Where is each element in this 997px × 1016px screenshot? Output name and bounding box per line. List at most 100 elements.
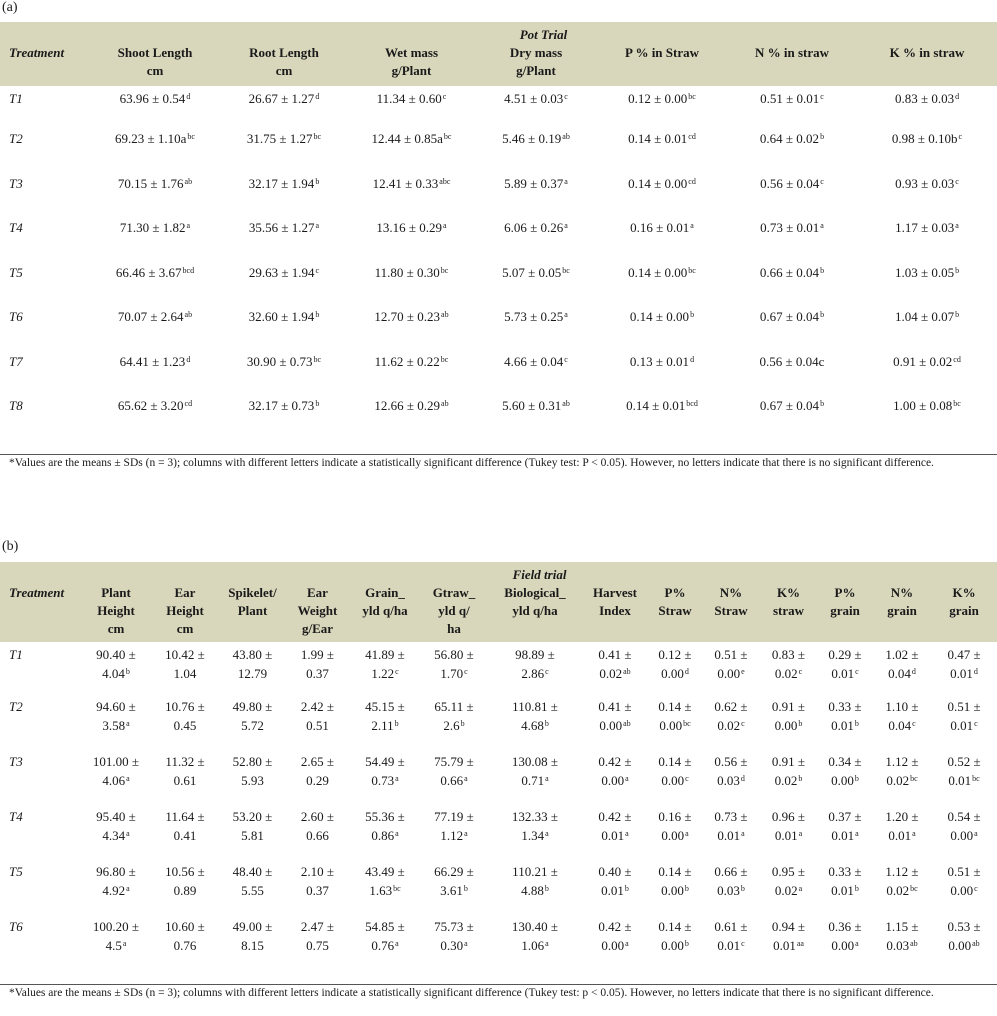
significance-letter: d [955,92,960,101]
value-cell: 0.12 ±0.00d [658,647,692,681]
significance-letter: c [955,176,959,186]
column-header: P % in Straw [597,44,727,86]
significance-letter: b [690,310,695,319]
table-row: T2 69.23 ± 1.10abc 31.75 ± 1.27bc 12.44 ± 0… [0,130,997,175]
significance-letter: d [690,354,695,364]
value-cell: 0.14 ± 0.00b [629,309,695,324]
value-cell: 0.13 ± 0.01d [629,353,695,369]
value-cell: 0.41 ±0.02ab [598,647,632,681]
significance-letter: d [911,667,916,676]
significance-letter: b [854,719,859,728]
value-cell: 4.51 ± 0.03c [504,91,568,106]
significance-letter: a [741,829,745,838]
significance-letter: e [741,667,745,676]
column-header: Wet mass g/Plant [348,44,475,86]
treatment-cell: T8 [9,398,23,413]
value-cell: 2.65 ±0.29 [300,754,335,788]
significance-letter: b [684,884,689,893]
value-cell: 1.17 ± 0.03a [895,220,959,235]
value-cell: 11.34 ± 0.60c [376,91,447,106]
value-cell: 0.12 ± 0.00bc [628,91,696,106]
value-cell: 10.42 ±1.04 [165,647,205,681]
significance-letter: a [126,774,130,783]
value-cell: 32.60 ± 1.94b [248,309,320,324]
significance-letter: d [315,92,320,101]
significance-letter: bc [953,399,961,408]
table-row: T4 95.40 ±4.34a 11.64 ±0.41 53.20 ±5.81 2.60… [0,807,997,862]
value-cell: 0.98 ± 0.10bc [891,131,963,146]
value-cell: 65.11 ±2.6b [434,699,474,733]
value-cell: 0.14 ± 0.00cd [628,175,696,191]
significance-letter: a [912,829,916,838]
value-cell: 0.91 ± 0.02cd [893,353,961,369]
value-cell: 0.14 ± 0.00bc [628,264,696,280]
significance-letter: b [544,719,549,728]
column-header: Gtraw_ yld q/ha [420,584,488,642]
value-cell: 0.93 ± 0.03c [895,175,959,191]
column-header: N % in straw [727,44,857,86]
significance-letter: b [740,884,745,893]
column-header: Treatment [0,44,90,86]
column-header: K% straw [760,584,817,642]
value-cell: 70.07 ± 2.64ab [117,309,193,324]
treatment-cell: T5 [9,864,23,879]
value-cell: 12.70 ± 0.23ab [374,309,449,324]
significance-letter: b [854,884,859,893]
value-cell: 1.12 ±0.02bc [885,754,919,788]
significance-letter: bc [443,132,452,141]
value-cell: 43.80 ±12.79 [232,647,273,681]
significance-letter: a [126,884,130,893]
significance-letter: c [315,265,320,275]
column-header: P% grain [817,584,873,642]
value-cell: 32.17 ± 1.94b [248,175,320,191]
column-header: Spikelet/Plant [220,584,285,642]
significance-letter: cd [184,399,193,408]
column-header: Dry mass g/Plant [475,44,597,86]
significance-letter: b [394,719,399,728]
value-cell: 0.54 ±0.00a [947,809,981,843]
significance-letter: ab [184,176,193,186]
value-cell: 0.56 ± 0.04c [759,353,825,369]
significance-letter: d [684,667,689,676]
significance-letter: a [186,221,191,230]
significance-letter: c [798,667,803,676]
significance-letter: a [798,829,803,838]
column-header: K% grain [931,584,997,642]
significance-letter: d [973,667,978,676]
significance-letter: d [186,354,191,364]
value-cell: 1.00 ± 0.08bc [893,398,961,413]
value-cell: 0.66 ±0.03b [714,864,748,898]
value-cell: 31.75 ± 1.27bc [246,131,322,146]
value-cell: 63.96 ± 0.54d [119,91,191,106]
value-cell: 41.89 ±1.22c [365,647,405,681]
column-header: N% Straw [702,584,760,642]
column-header: Root Length cm [220,44,348,86]
value-cell: 110.21 ±4.88b [512,864,558,898]
value-cell: 55.36 ±0.86a [365,809,405,843]
significance-letter: bc [313,354,322,364]
value-cell: 43.49 ±1.63bc [365,864,405,898]
significance-letter: c [685,774,689,783]
significance-letter: aa [796,939,804,948]
value-cell: 0.16 ±0.00a [658,809,692,843]
value-cell: 0.14 ± 0.01cd [628,131,696,146]
value-cell: 0.91 ±0.00b [771,699,806,733]
column-header: P% Straw [648,584,702,642]
value-cell: 13.16 ± 0.29a [376,220,447,235]
significance-letter: b [854,774,859,783]
value-cell: 0.83 ±0.02c [771,647,806,681]
significance-letter: b [315,176,320,186]
value-cell: 12.66 ± 0.29ab [374,398,449,413]
table-row: T5 96.80 ±4.92a 10.56 ±0.89 48.40 ±5.55 2.10… [0,862,997,917]
value-cell: 0.64 ± 0.02b [759,131,825,146]
significance-letter: bc [910,774,918,783]
significance-letter: a [564,221,568,230]
value-cell: 0.51 ±0.00e [714,647,748,681]
table-row: T3 70.15 ± 1.76ab 32.17 ± 1.94b 12.41 ± 0.3… [0,175,997,220]
significance-letter: b [125,667,130,676]
table-row: T5 66.46 ± 3.67bcd 29.63 ± 1.94c 11.80 ± 0.… [0,264,997,309]
significance-letter: c [820,176,824,186]
value-cell: 132.33 ±1.34a [511,809,559,843]
value-cell: 66.29 ±3.61b [434,864,474,898]
value-cell: 1.12 ±0.02bc [885,864,919,898]
